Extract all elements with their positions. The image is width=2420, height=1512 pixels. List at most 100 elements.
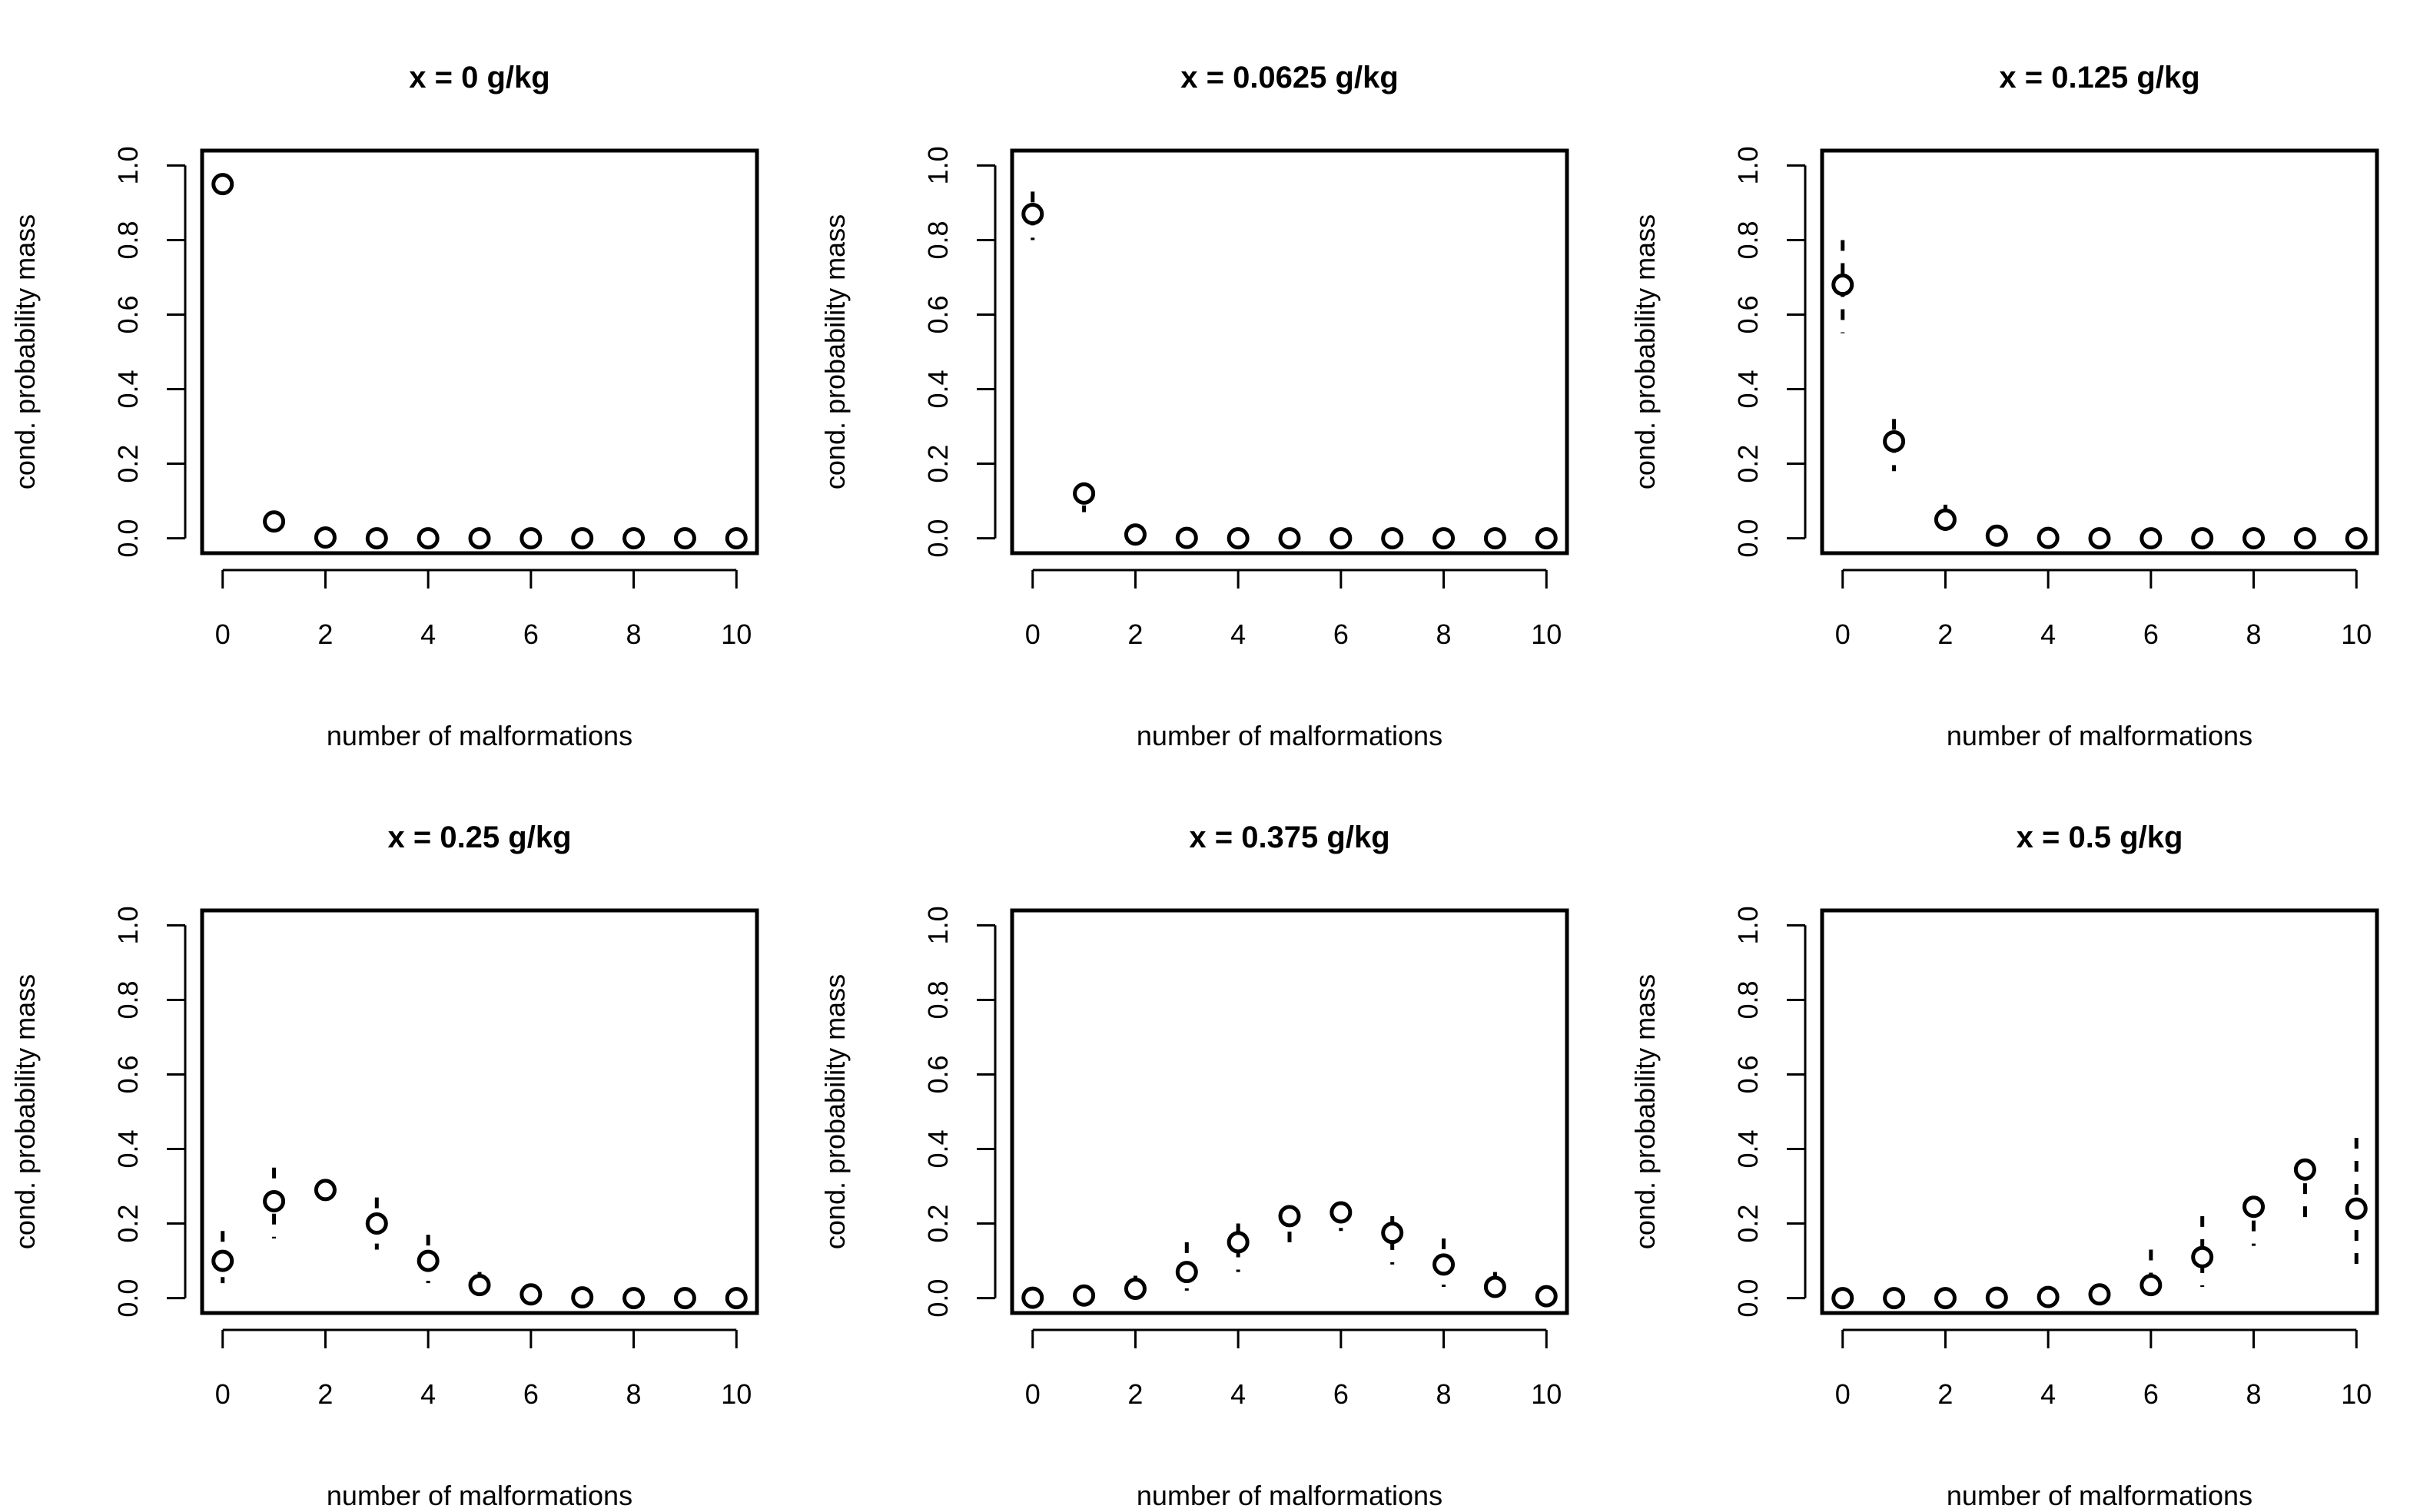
chart-panel-5: x = 0.375 g/kg 0 2 4 6 8 10 number of malformat… <box>819 821 1569 1511</box>
data-point <box>1535 1285 1558 1308</box>
data-point <box>2293 1158 2316 1181</box>
y-tick-label: 0.0 <box>1732 1279 1764 1318</box>
data-point <box>1278 1205 1301 1228</box>
x-tick-label: 8 <box>2246 618 2262 650</box>
data-point <box>1073 482 1096 505</box>
data-point <box>1330 527 1353 550</box>
x-tick-label: 10 <box>721 1378 752 1410</box>
data-point <box>673 527 696 550</box>
y-tick-label: 0.8 <box>1732 220 1764 259</box>
y-axis-label: cond. probability mass <box>1629 974 1661 1249</box>
data-point <box>2139 1274 2163 1297</box>
plot-frame <box>1820 908 2379 1315</box>
x-tick-label: 4 <box>1230 1378 1246 1410</box>
chart-title: x = 0.5 g/kg <box>2017 821 2183 854</box>
x-tick-label: 6 <box>2143 618 2159 650</box>
x-tick-label: 6 <box>2143 1378 2159 1410</box>
chart-title: x = 0.125 g/kg <box>1999 61 2199 94</box>
data-point <box>1073 1284 1096 1307</box>
data-point <box>1227 527 1250 550</box>
data-point <box>1021 1286 1044 1309</box>
data-point <box>2345 527 2368 550</box>
x-tick-label: 4 <box>420 1378 436 1410</box>
y-tick-label: 0.0 <box>922 519 954 558</box>
y-tick-label: 1.0 <box>112 906 144 944</box>
data-point <box>1483 1275 1506 1298</box>
y-axis-label: cond. probability mass <box>9 974 41 1249</box>
y-tick-label: 0.6 <box>922 1055 954 1093</box>
x-tick-label: 0 <box>1835 1378 1851 1410</box>
data-point <box>622 527 646 550</box>
x-axis-label: number of malformations <box>327 1480 632 1511</box>
y-tick-label: 1.0 <box>922 906 954 944</box>
x-tick-label: 2 <box>1127 618 1143 650</box>
x-tick-label: 10 <box>2341 1378 2372 1410</box>
chart-title: x = 0.25 g/kg <box>387 821 571 854</box>
y-tick-label: 0.0 <box>922 1279 954 1318</box>
x-tick-label: 0 <box>1025 1378 1041 1410</box>
y-tick-label: 0.8 <box>922 980 954 1019</box>
data-point <box>1175 526 1198 549</box>
x-axis-label: number of malformations <box>1137 1480 1442 1511</box>
y-tick-label: 0.4 <box>922 370 954 408</box>
y-tick-label: 0.0 <box>112 1279 144 1318</box>
x-tick-label: 6 <box>1333 618 1349 650</box>
y-tick-label: 0.6 <box>922 295 954 333</box>
x-tick-label: 8 <box>626 1378 642 1410</box>
data-point <box>725 1287 748 1310</box>
data-point <box>2037 1285 2060 1308</box>
x-tick-label: 4 <box>1230 618 1246 650</box>
x-tick-label: 0 <box>1025 618 1041 650</box>
y-tick-label: 0.2 <box>1732 445 1764 483</box>
data-point <box>1227 1231 1250 1254</box>
x-tick-label: 0 <box>215 618 231 650</box>
plot-frame <box>1820 148 2379 555</box>
x-tick-label: 2 <box>1127 1378 1143 1410</box>
data-point <box>1483 527 1506 550</box>
y-tick-label: 0.6 <box>1732 1055 1764 1093</box>
data-point <box>2191 1245 2214 1268</box>
x-tick-label: 8 <box>1436 618 1452 650</box>
x-tick-label: 0 <box>215 1378 231 1410</box>
x-tick-label: 4 <box>2040 1378 2056 1410</box>
data-point <box>1432 1253 1456 1276</box>
x-tick-label: 10 <box>1531 618 1562 650</box>
plot-frame <box>1010 908 1569 1315</box>
chart-panel-3: x = 0.125 g/kg 0 2 4 6 8 10 number of malformat… <box>1629 61 2379 751</box>
y-tick-label: 0.4 <box>1732 370 1764 408</box>
x-tick-label: 4 <box>2040 618 2056 650</box>
y-axis-label: cond. probability mass <box>819 974 851 1249</box>
y-tick-label: 0.4 <box>112 370 144 408</box>
y-tick-label: 1.0 <box>1732 906 1764 944</box>
y-tick-label: 0.6 <box>112 295 144 333</box>
data-point <box>314 526 337 549</box>
data-point <box>520 527 543 550</box>
data-point <box>622 1287 646 1310</box>
y-tick-label: 0.2 <box>922 445 954 483</box>
data-point <box>365 527 388 550</box>
x-axis-label: number of malformations <box>327 720 632 751</box>
chart-panel-2: x = 0.0625 g/kg 0 2 4 6 8 10 number of malforma… <box>819 61 1569 751</box>
plot-frame <box>1010 148 1569 555</box>
y-tick-label: 0.4 <box>1732 1129 1764 1168</box>
x-tick-label: 2 <box>1937 618 1953 650</box>
y-axis-label: cond. probability mass <box>1629 214 1661 489</box>
chart-panel-4: x = 0.25 g/kg 0 2 4 6 8 10 number of malformati… <box>9 821 759 1511</box>
data-point <box>571 1286 594 1309</box>
data-point <box>1432 527 1456 550</box>
data-point <box>1381 1222 1404 1245</box>
chart-panel-6: x = 0.5 g/kg 0 2 4 6 8 10 number of malformatio… <box>1629 821 2379 1511</box>
data-point <box>2242 1195 2266 1219</box>
plot-frame <box>200 148 759 555</box>
data-point <box>1124 523 1147 546</box>
data-point <box>1175 1261 1198 1284</box>
x-tick-label: 8 <box>1436 1378 1452 1410</box>
x-tick-label: 8 <box>626 618 642 650</box>
x-tick-label: 2 <box>1937 1378 1953 1410</box>
data-point <box>2088 1283 2111 1306</box>
x-tick-label: 2 <box>317 1378 333 1410</box>
y-tick-label: 0.8 <box>1732 980 1764 1019</box>
data-point <box>417 1249 440 1272</box>
x-tick-label: 6 <box>523 1378 539 1410</box>
